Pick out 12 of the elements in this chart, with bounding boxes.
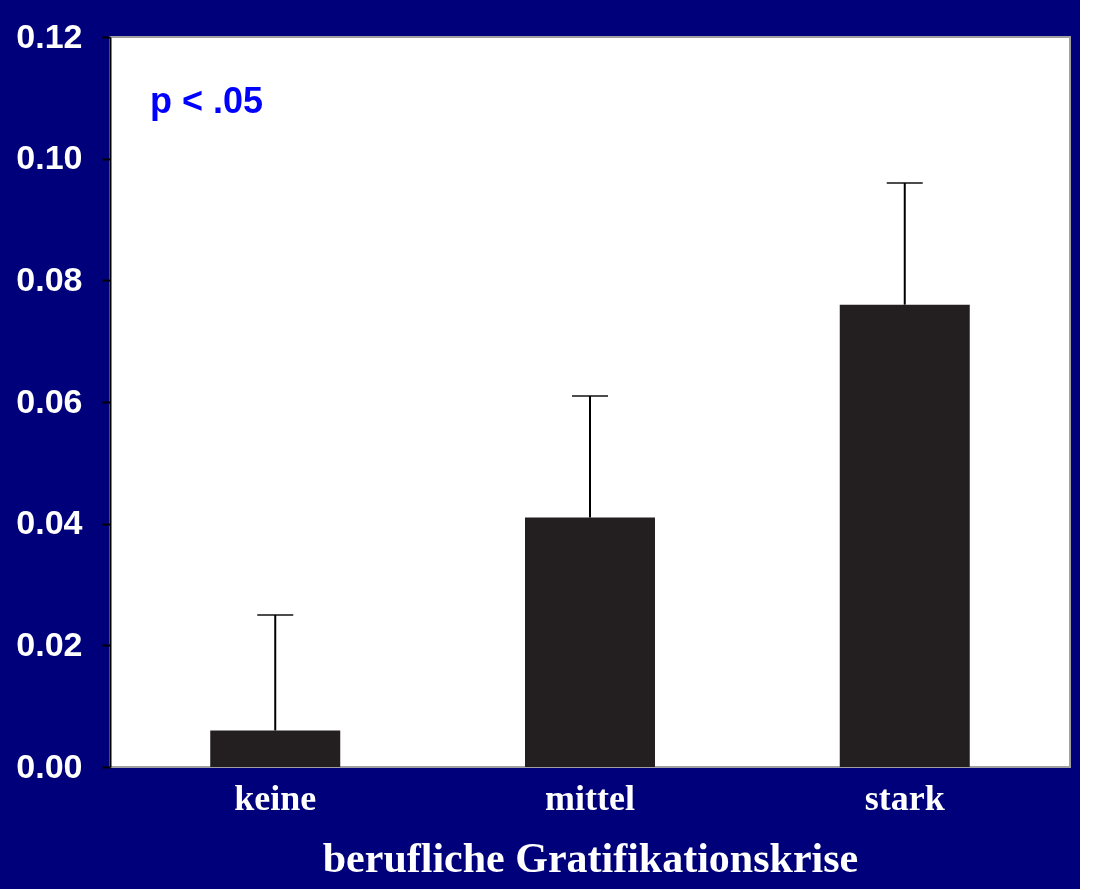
y-tick-label: 0.12 xyxy=(16,16,83,55)
annotation: p < .05 xyxy=(150,80,264,121)
y-tick-label: 0.06 xyxy=(16,381,83,420)
x-axis-title: berufliche Gratifikationskrise xyxy=(322,834,859,881)
y-tick-label: 0.02 xyxy=(16,624,83,663)
x-tick-label: mittel xyxy=(545,777,635,818)
y-tick-label: 0.00 xyxy=(16,746,83,785)
x-tick-label: keine xyxy=(234,777,317,818)
y-tick-label: 0.04 xyxy=(16,503,83,542)
y-tick-label: 0.10 xyxy=(16,138,83,177)
x-tick-label: stark xyxy=(864,777,945,818)
y-tick-label: 0.08 xyxy=(16,259,83,298)
